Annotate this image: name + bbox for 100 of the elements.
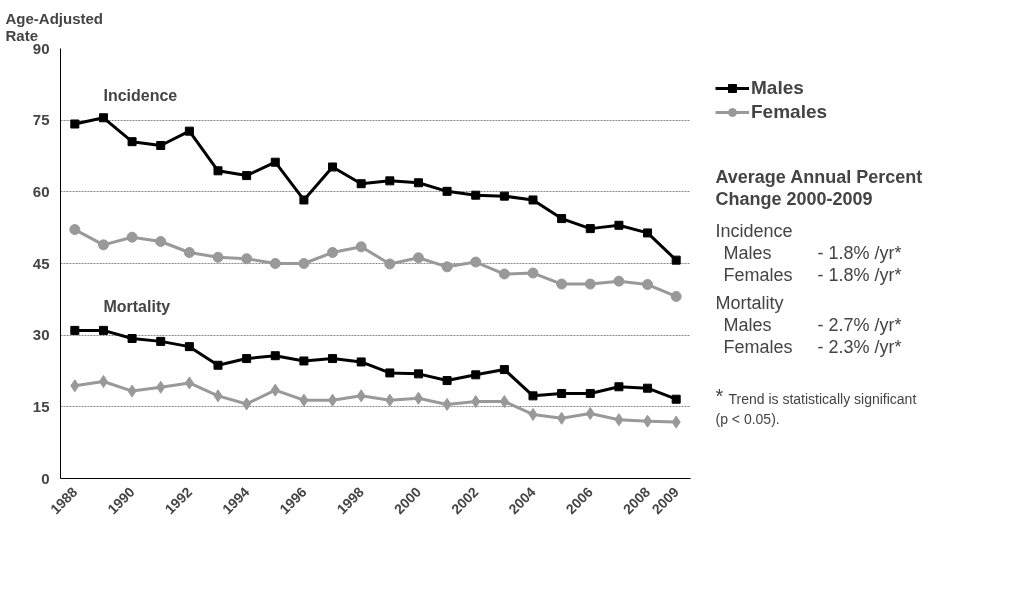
point <box>385 393 395 407</box>
point <box>585 388 595 398</box>
point <box>69 224 81 236</box>
point <box>442 376 452 386</box>
point <box>299 356 309 366</box>
point <box>585 407 595 421</box>
point <box>499 395 509 409</box>
annotation: Incidence <box>103 87 178 105</box>
point <box>442 186 452 196</box>
point <box>270 157 280 167</box>
y-tick-label: 45 <box>32 254 50 272</box>
point <box>557 388 567 398</box>
point <box>242 354 252 364</box>
point <box>127 384 137 398</box>
point <box>528 391 538 401</box>
point <box>156 380 166 394</box>
point <box>643 383 653 393</box>
point <box>156 336 166 346</box>
point <box>441 261 453 273</box>
point <box>299 393 309 407</box>
point <box>470 256 482 268</box>
point <box>184 376 194 390</box>
point <box>213 389 223 403</box>
point <box>70 325 80 335</box>
point <box>385 176 395 186</box>
point <box>614 220 624 230</box>
point <box>671 415 681 429</box>
point <box>356 179 366 189</box>
point <box>471 370 481 380</box>
legend-label: Females <box>751 101 828 123</box>
point <box>499 365 509 375</box>
text: Males - 1.8% /yr* <box>723 242 902 263</box>
text: Average Annual Percent Change 2000-2009 <box>715 166 923 209</box>
text: Mortality <box>715 292 784 313</box>
annotation: Mortality <box>103 298 171 316</box>
y-tick-label: 75 <box>32 111 50 129</box>
y-tick-label: 0 <box>41 469 50 487</box>
point <box>70 379 80 393</box>
text: * Trend is statistically significant (p < 0.05). <box>715 384 917 427</box>
y-axis-title: Age-Adjusted Rate <box>5 9 103 44</box>
point <box>299 195 309 205</box>
point <box>671 394 681 404</box>
point <box>642 279 654 291</box>
point <box>670 290 682 302</box>
point <box>528 407 538 421</box>
point <box>213 360 223 370</box>
y-tick-label: 60 <box>32 182 50 200</box>
y-tick-label: 30 <box>32 326 50 344</box>
point <box>557 214 567 224</box>
point <box>413 391 423 405</box>
point <box>643 414 653 428</box>
point <box>126 231 138 243</box>
point <box>97 239 109 251</box>
point <box>356 389 366 403</box>
point <box>528 195 538 205</box>
point <box>614 413 624 427</box>
point <box>356 357 366 367</box>
point <box>270 383 280 397</box>
point <box>498 268 510 280</box>
point <box>328 162 338 172</box>
point <box>385 368 395 378</box>
point <box>98 325 108 335</box>
point <box>613 275 625 287</box>
point <box>442 397 452 411</box>
point <box>70 119 80 129</box>
point <box>98 113 108 123</box>
point <box>183 247 195 258</box>
point <box>671 255 681 265</box>
point <box>557 411 567 425</box>
point <box>212 251 224 263</box>
point <box>269 258 281 269</box>
point <box>270 351 280 361</box>
point <box>156 140 166 150</box>
point <box>643 228 653 238</box>
point <box>213 166 223 176</box>
point <box>242 397 252 411</box>
text: Males - 2.7% /yr* <box>723 314 902 335</box>
point <box>184 126 194 136</box>
point <box>327 247 339 258</box>
point <box>328 354 338 364</box>
y-tick-label: 15 <box>32 397 50 415</box>
point <box>242 171 252 181</box>
point <box>127 334 137 344</box>
point <box>527 267 539 279</box>
point <box>98 375 108 389</box>
point <box>328 393 338 407</box>
text: Incidence <box>715 220 793 241</box>
legend-label: Males <box>751 77 804 99</box>
point <box>413 369 423 379</box>
point <box>585 224 595 234</box>
text: Females - 1.8% /yr* <box>723 264 902 285</box>
point <box>355 241 367 253</box>
point <box>499 191 509 201</box>
point <box>471 190 481 200</box>
text: Females - 2.3% /yr* <box>723 336 902 357</box>
point <box>556 278 568 290</box>
point <box>584 278 596 290</box>
point <box>184 342 194 352</box>
point <box>413 178 423 188</box>
point <box>471 395 481 409</box>
